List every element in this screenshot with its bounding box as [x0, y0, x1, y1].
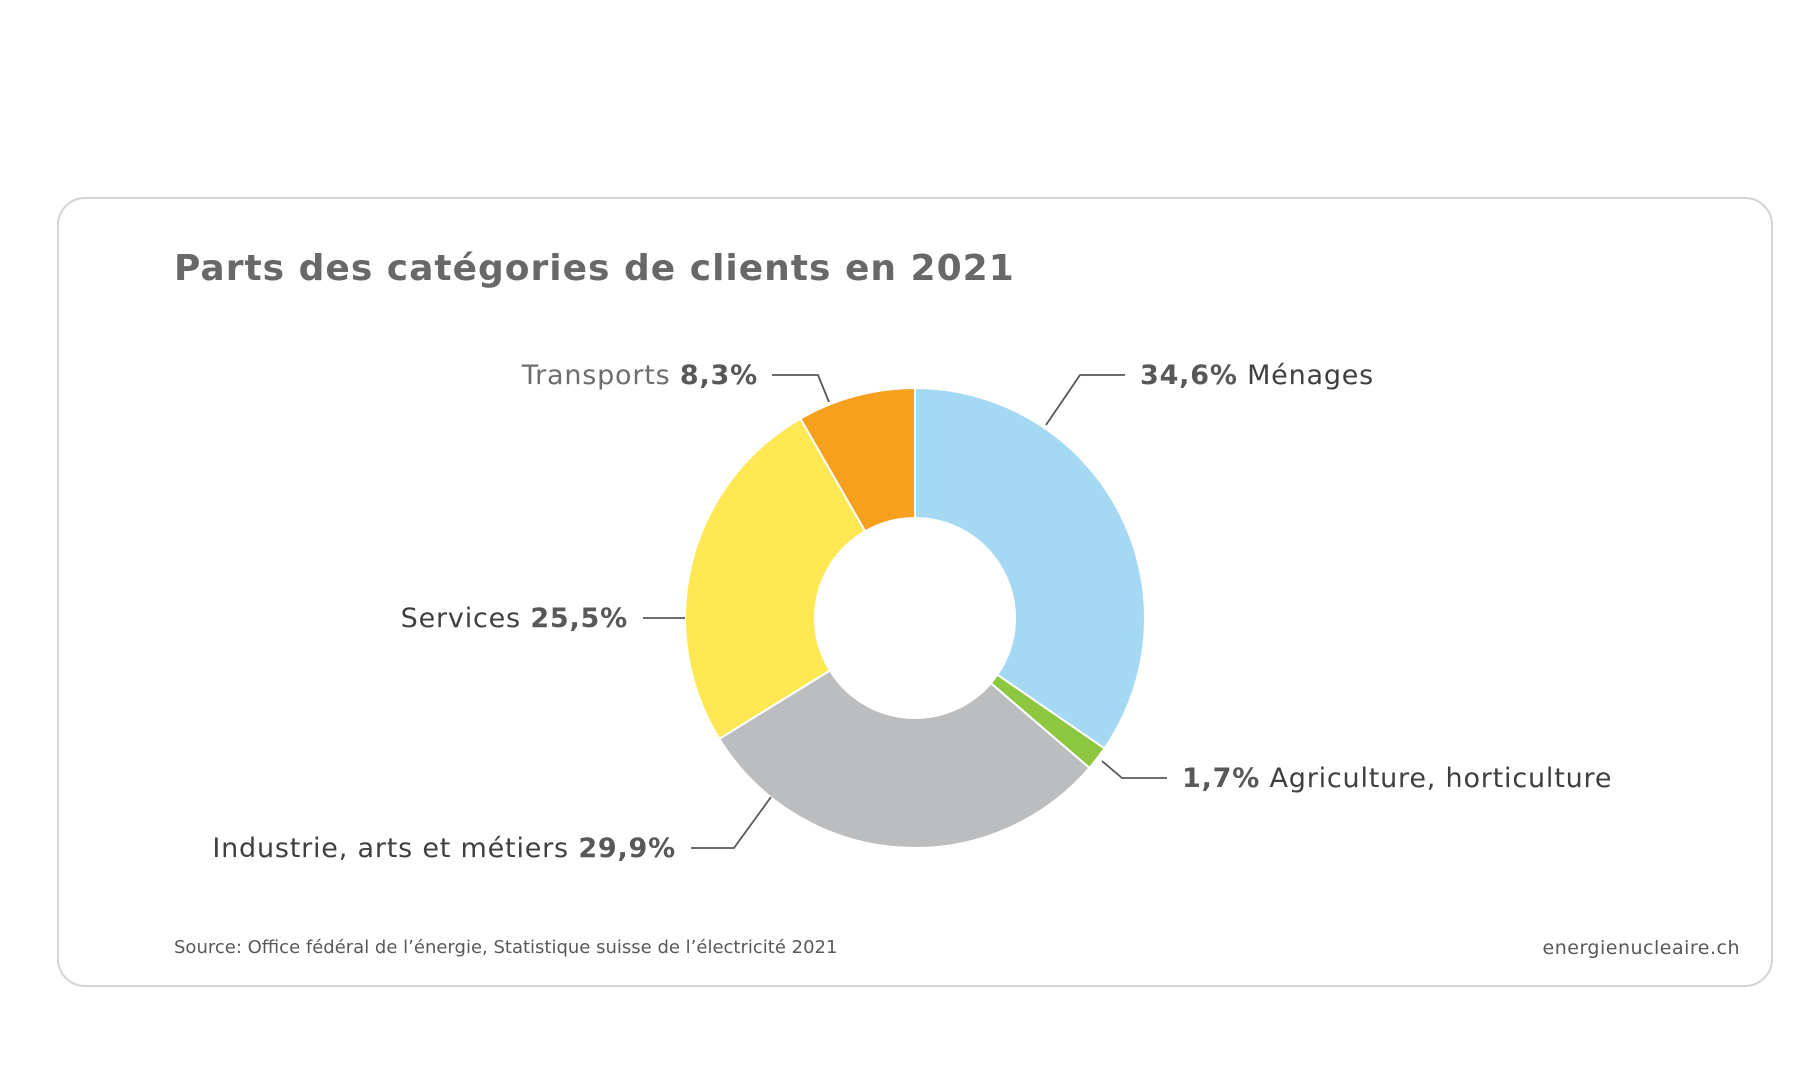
label-industrie: Industrie, arts et métiers 29,9%	[212, 833, 676, 864]
leader-line-agriculture	[1101, 760, 1167, 779]
label-agriculture: 1,7% Agriculture, horticulture	[1182, 763, 1612, 794]
leader-line-industrie	[691, 796, 772, 849]
slice-industrie	[717, 669, 1091, 849]
donut-slices	[684, 386, 1146, 849]
slice-labels: 34,6% Ménages 1,7% Agriculture, horticult…	[212, 360, 1612, 864]
chart-title: Parts des catégories de clients en 2021	[174, 248, 1015, 289]
leader-lines	[643, 374, 1167, 849]
label-value-industrie: 29,9%	[578, 833, 676, 864]
label-menages: 34,6% Ménages	[1140, 360, 1374, 391]
label-value-agriculture: 1,7%	[1182, 763, 1260, 794]
slice-menages	[914, 386, 1146, 750]
slice-transports	[799, 386, 916, 533]
leader-line-menages	[1045, 374, 1125, 426]
chart-card	[57, 197, 1773, 987]
label-value-transports: 8,3%	[680, 360, 758, 391]
label-transports: Transports 8,3%	[521, 360, 758, 391]
label-name-industrie: Industrie, arts et métiers	[212, 833, 569, 864]
label-value-services: 25,5%	[530, 603, 628, 634]
label-name-transports: Transports	[521, 360, 671, 391]
website-label: energienucleaire.ch	[1542, 937, 1740, 959]
leader-line-transports	[772, 374, 830, 403]
source-note: Source: Office fédéral de l’énergie, Sta…	[174, 937, 838, 958]
slice-services	[684, 417, 867, 741]
label-value-menages: 34,6%	[1140, 360, 1238, 391]
label-name-agriculture: Agriculture, horticulture	[1269, 763, 1612, 794]
label-name-services: Services	[401, 603, 521, 634]
label-name-menages: Ménages	[1247, 360, 1374, 391]
label-services: Services 25,5%	[401, 603, 628, 634]
